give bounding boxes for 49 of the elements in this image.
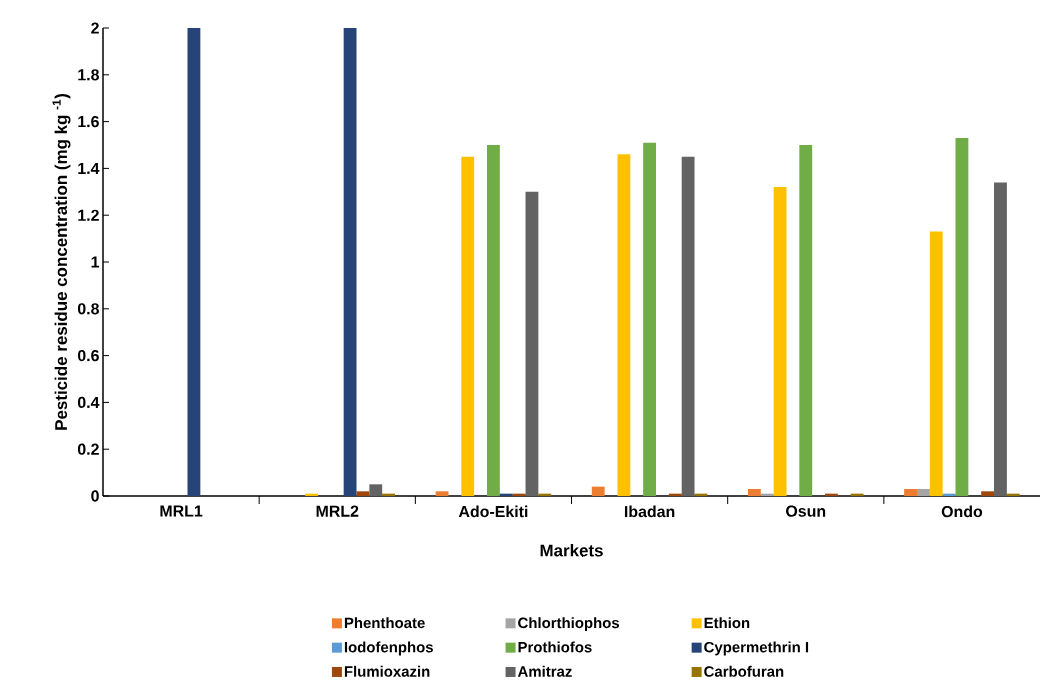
x-tick-label: Ondo (941, 505, 983, 518)
bar (799, 145, 813, 496)
legend-label: Prothiofos (518, 641, 592, 653)
bar (187, 28, 201, 496)
y-tick-label: 1.4 (78, 162, 100, 174)
x-tick-label: Ibadan (624, 505, 675, 518)
bar (525, 191, 539, 496)
y-tick-label: 1.6 (78, 115, 99, 128)
bar (681, 156, 695, 496)
legend-label: Chlorthiophos (518, 617, 620, 632)
y-tick-label: 1 (91, 256, 100, 268)
bar (981, 491, 995, 496)
bar (461, 156, 475, 496)
x-tick-label: MRL2 (316, 505, 359, 517)
bar (955, 137, 969, 496)
bar (747, 488, 761, 496)
bar (487, 145, 500, 496)
y-tick-label: 2 (91, 22, 99, 34)
x-tick-label: Ado-Ekiti (458, 505, 528, 518)
legend-label: Cypermethrin I (704, 641, 809, 656)
y-tick-label: 0.2 (77, 443, 99, 455)
bar (773, 187, 787, 496)
bar (643, 142, 657, 496)
bar (617, 154, 631, 496)
bar (994, 182, 1007, 496)
legend-label: Flumioxazin (344, 665, 430, 677)
legend-label: Phenthoate (344, 617, 425, 629)
y-tick-label: 0.4 (77, 396, 100, 409)
bar (435, 491, 449, 496)
legend-label: Ethion (704, 617, 750, 629)
y-tick-label: 1.2 (78, 209, 99, 221)
legend-label: Carbofuran (704, 665, 784, 677)
bar (356, 491, 370, 496)
legend-label: Amitraz (517, 665, 572, 677)
x-tick-label: MRL1 (160, 505, 203, 517)
bar (916, 488, 930, 496)
bar (343, 28, 357, 496)
y-tick-label: 0.6 (77, 349, 99, 362)
bar (904, 488, 917, 496)
x-tick-label: Osun (786, 505, 826, 517)
bar (369, 484, 383, 496)
legend-label: Iodofenphos (344, 641, 433, 656)
y-tick-label: 0.8 (77, 303, 99, 315)
bar (591, 486, 605, 496)
x-axis-title: Markets (540, 544, 603, 557)
y-axis-title: Pesticide residue concentration (mg kg $^{-1}$) (52, 94, 71, 430)
y-tick-label: 0 (91, 490, 99, 502)
bar (929, 231, 943, 496)
y-tick-label: 1.8 (78, 69, 99, 81)
